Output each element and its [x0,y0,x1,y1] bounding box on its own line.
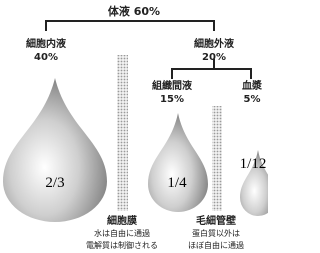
bracket [46,21,214,31]
barrier-label: 細胞膜 [107,214,137,227]
barrier-note: 蛋白質以外は [192,228,240,238]
fraction: 1/4 [167,175,187,191]
barrier-note: 電解質は制御される [86,240,158,250]
membrane [117,55,128,211]
fraction: 2/3 [45,175,64,191]
drop [148,113,208,212]
drop [3,78,107,222]
node-label: 細胞内液 [26,37,66,50]
barrier-note: ほぼ自由に通過 [188,240,244,250]
barrier-label: 毛細管壁 [196,214,236,227]
node-percent: 15% [160,94,184,105]
node-label: 細胞外液 [194,37,234,50]
capillary-wall [212,106,222,211]
node-label: 組織間液 [152,79,192,92]
fraction: 1/12 [240,156,267,172]
barrier-note: 水は自由に通過 [94,228,150,238]
title: 体液 60% [108,4,160,18]
diagram: 体液 60% 細胞内液 40% 細胞外液 20% 組織間液 15% 血漿 5% … [0,0,268,253]
node-percent: 5% [244,94,261,105]
node-percent: 20% [202,52,226,63]
node-label: 血漿 [242,79,263,92]
node-percent: 40% [34,52,58,63]
